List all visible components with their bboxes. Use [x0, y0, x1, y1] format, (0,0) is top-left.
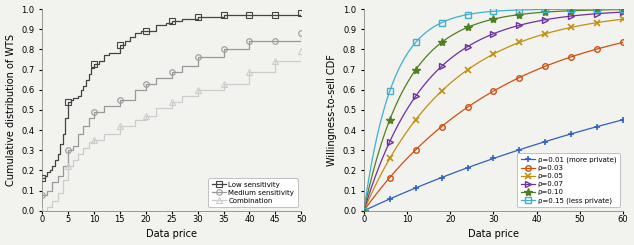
- X-axis label: Data price: Data price: [468, 230, 519, 239]
- Y-axis label: Willingness-to-sell CDF: Willingness-to-sell CDF: [327, 54, 337, 166]
- X-axis label: Data price: Data price: [146, 230, 197, 239]
- Y-axis label: Cumulative distribution of WTS: Cumulative distribution of WTS: [6, 34, 16, 186]
- Legend: Low sensitivity, Medium sensitivity, Combination: Low sensitivity, Medium sensitivity, Com…: [209, 178, 298, 207]
- Legend: ρ=0.01 (more private), ρ=0.03, ρ=0.05, ρ=0.07, ρ=0.10, ρ=0.15 (less private): ρ=0.01 (more private), ρ=0.03, ρ=0.05, ρ…: [517, 153, 619, 207]
